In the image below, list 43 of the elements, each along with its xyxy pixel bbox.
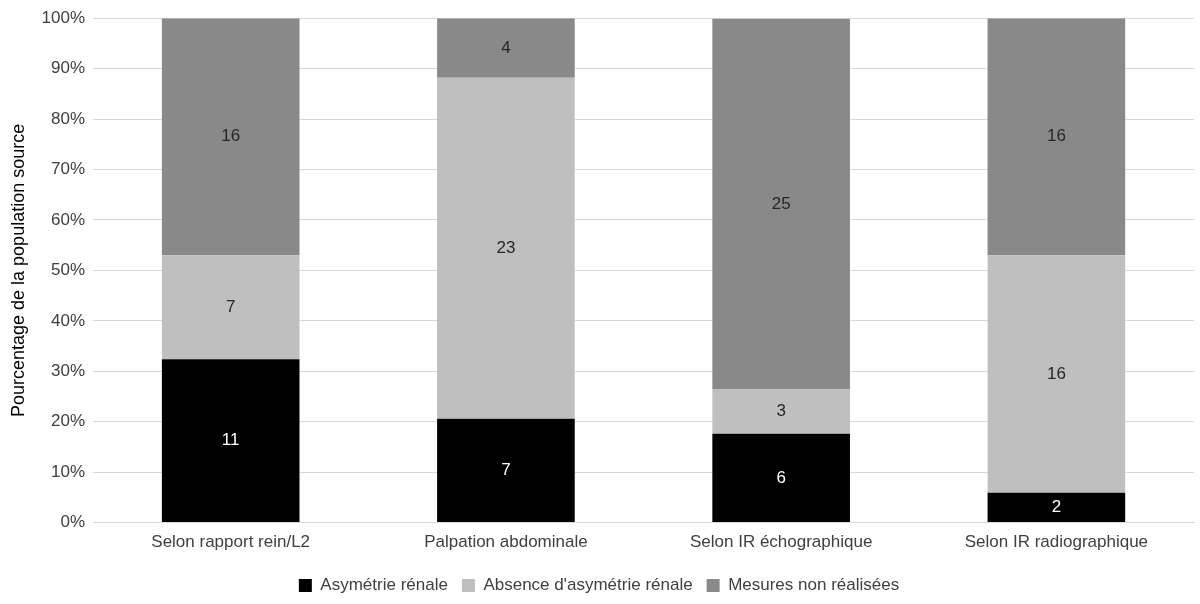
bar [161,359,300,523]
y-tick-label: 20% [51,411,86,431]
annotation: 16 [221,126,241,146]
bar [437,18,575,78]
annotation: 3 [776,401,786,421]
annotation: 16 [1046,363,1066,383]
y-tick-label: 90% [51,58,86,78]
y-tick-label: 70% [51,159,86,179]
annotation: 11 [221,430,240,450]
bar [712,433,850,523]
x-tick-label: Selon IR échographique [689,532,873,552]
annotation: 23 [496,237,516,257]
annotation: 4 [501,37,511,57]
legend-label: Mesures non réalisées [728,575,900,595]
bar [712,389,850,434]
y-tick-label: 30% [51,360,86,380]
annotation: 25 [771,193,791,213]
bar [161,255,300,360]
bar [987,255,1126,493]
y-tick-label: 60% [51,209,86,229]
y-tick-label: 0% [60,512,86,532]
x-tick-label: Selon IR radiographique [964,532,1149,552]
bar [987,492,1126,523]
x-tick-label: Selon rapport rein/L2 [151,532,311,552]
annotation: 2 [1051,497,1062,517]
y-tick-label: 10% [51,461,86,481]
bar [161,18,300,256]
annotation: 7 [501,460,511,480]
legend-label: Absence d'asymétrie rénale [483,575,693,595]
y-tick-label: 100% [41,7,86,27]
y-tick-label: 80% [51,108,86,128]
y-tick-label: 50% [51,260,86,280]
bar [437,418,575,523]
x-tick-label: Palpation abdominale [424,532,588,552]
annotation: 7 [225,296,236,316]
annotation: 6 [776,467,786,487]
y-axis-title: Pourcentage de la population source [7,123,28,418]
legend-label: Asymétrie rénale [320,575,448,595]
y-tick-label: 40% [51,310,86,330]
bar [987,18,1126,256]
bar [437,77,575,419]
bar [712,18,850,390]
annotation: 16 [1046,126,1066,146]
